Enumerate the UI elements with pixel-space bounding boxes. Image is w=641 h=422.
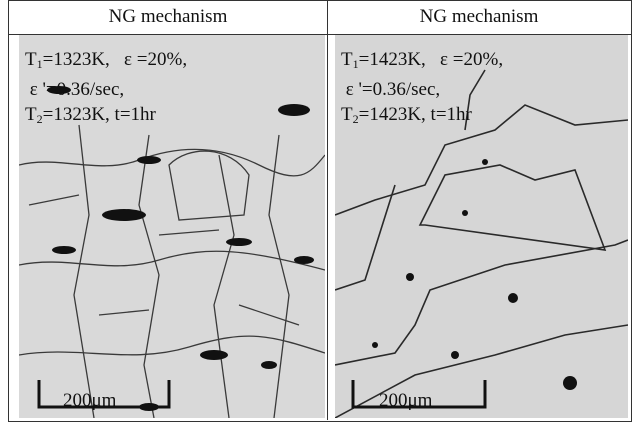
column-divider (327, 0, 328, 420)
micrograph: T1=1423K, ε =20%, ε '=0.36/sec,T2=1423K,… (335, 35, 628, 418)
text: ε '=0.36/sec, (25, 79, 124, 100)
figure: NG mechanism NG mechanism (0, 0, 641, 418)
annotation: T1=1323K, ε =20%, ε '=0.36/sec,T2=1323K,… (25, 47, 187, 132)
text: T (341, 49, 353, 70)
text: =1423K, ε =20%, (359, 49, 503, 70)
text: T (25, 104, 37, 125)
text: T (25, 49, 37, 70)
text: ε '=0.36/sec, (341, 79, 440, 100)
text: =1323K, t=1hr (43, 104, 156, 125)
scale-label: 200μm (379, 390, 432, 412)
text: =1323K, ε =20%, (43, 49, 187, 70)
annotation: T1=1423K, ε =20%, ε '=0.36/sec,T2=1423K,… (341, 47, 503, 132)
text: =1423K, t=1hr (359, 104, 472, 125)
micrograph: T1=1323K, ε =20%, ε '=0.36/sec,T2=1323K,… (19, 35, 325, 418)
scale-label: 200μm (63, 390, 116, 412)
panel-header: NG mechanism (328, 0, 630, 33)
text: T (341, 104, 353, 125)
panel-header: NG mechanism (9, 0, 327, 33)
